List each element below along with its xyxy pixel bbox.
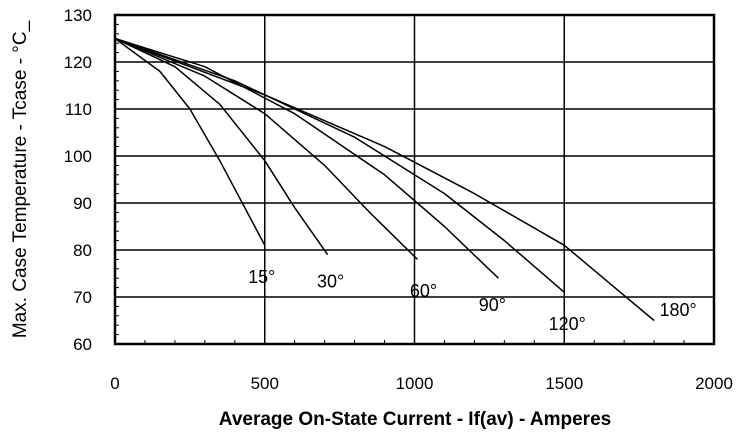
- x-tick-label: 2000: [695, 374, 733, 393]
- y-tick-label: 100: [64, 147, 92, 166]
- y-axis-title: Max. Case Temperature - Tcase - °C_: [10, 20, 31, 338]
- series-line: [114, 37, 655, 322]
- y-tick-label: 60: [73, 335, 92, 354]
- x-tick-labels: 0 500 1000 1500 2000: [110, 374, 733, 393]
- x-tick-label: 0: [110, 374, 119, 393]
- y-tick-labels: 60 70 80 90 100 110 120 130: [64, 6, 92, 354]
- series-group: [114, 37, 655, 322]
- y-tick-label: 110: [65, 100, 92, 119]
- x-axis-title: Average On-State Current - If(av) - Ampe…: [219, 409, 611, 430]
- y-tick-label: 120: [64, 53, 92, 72]
- series-line: [114, 37, 419, 260]
- curve-label: 30°: [317, 272, 344, 292]
- x-tick-label: 500: [251, 374, 279, 393]
- y-tick-label: 130: [64, 6, 92, 25]
- series-line: [114, 37, 499, 279]
- x-tick-label: 1000: [396, 374, 434, 393]
- curve-label: 120°: [549, 314, 586, 334]
- grid: [115, 15, 714, 344]
- curve-label: 90°: [479, 295, 506, 315]
- curve-label: 180°: [659, 300, 696, 320]
- curve-label: 15°: [248, 267, 275, 287]
- curve-labels: 15° 30° 60° 90° 120° 180°: [248, 267, 697, 334]
- series-line: [114, 37, 565, 293]
- y-tick-label: 80: [73, 241, 92, 260]
- plot-area: [113, 13, 716, 346]
- y-tick-label: 70: [73, 288, 92, 307]
- x-tick-label: 1500: [545, 374, 583, 393]
- series-line: [114, 37, 329, 256]
- y-tick-label: 90: [73, 194, 92, 213]
- series-line: [114, 37, 266, 246]
- curve-label: 60°: [410, 281, 437, 301]
